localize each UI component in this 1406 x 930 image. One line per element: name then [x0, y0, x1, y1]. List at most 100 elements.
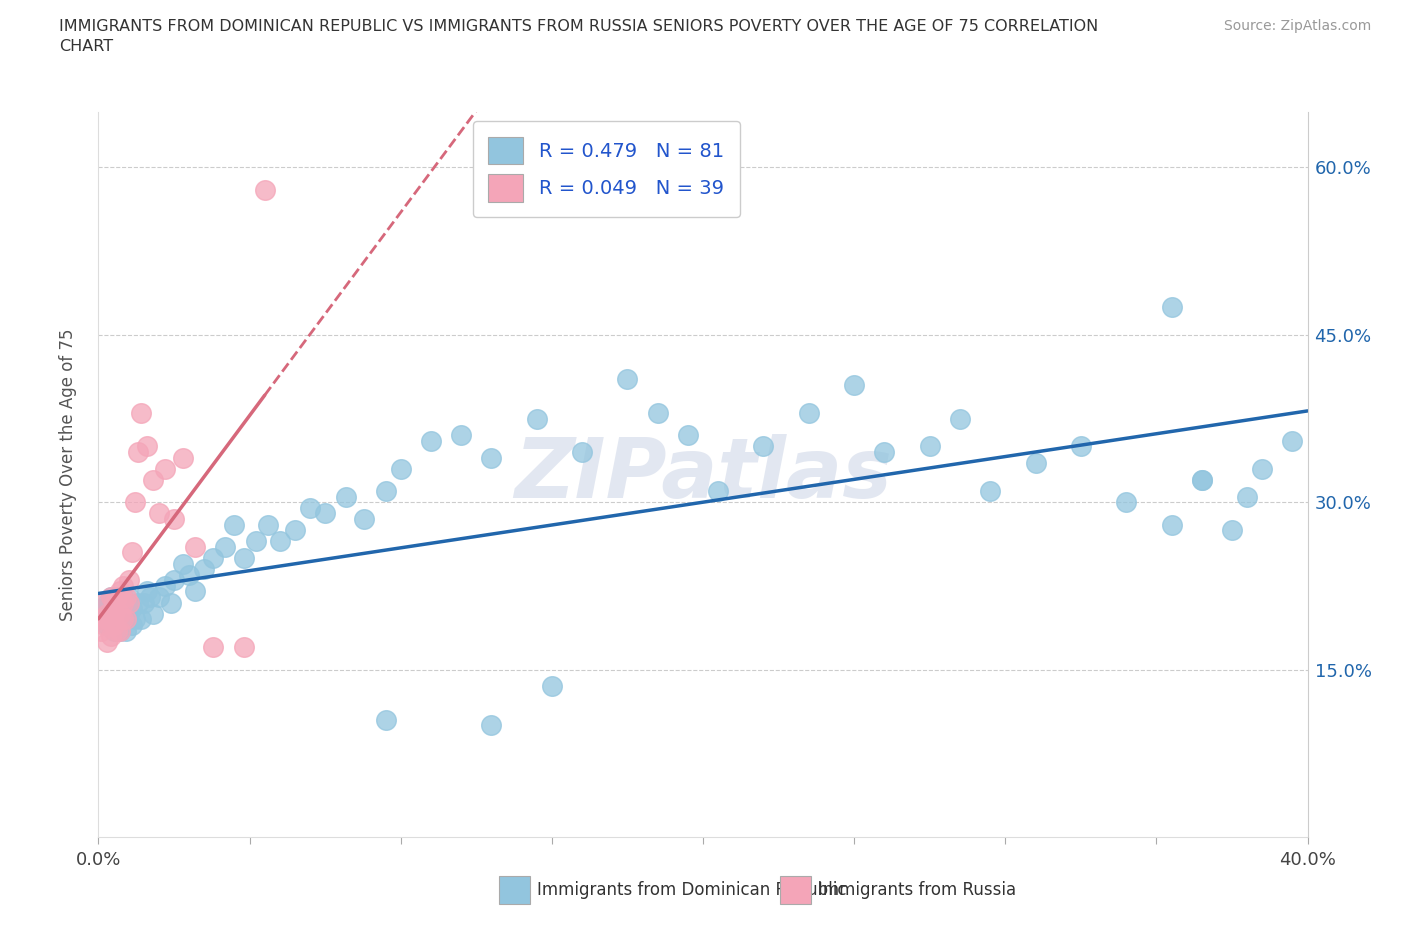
Point: [100, 590, 122, 604]
Point: [90, 612, 112, 627]
Point: [184, 584, 207, 599]
Point: [121, 545, 143, 560]
Point: [108, 623, 131, 638]
Point: [96, 606, 118, 621]
Point: [93, 595, 115, 610]
Point: [232, 640, 254, 655]
Point: [1281, 433, 1303, 448]
Point: [153, 461, 176, 476]
Point: [124, 612, 146, 627]
Point: [299, 500, 322, 515]
Point: [616, 372, 638, 387]
Point: [114, 612, 136, 627]
Text: Immigrants from Russia: Immigrants from Russia: [818, 881, 1017, 899]
Point: [172, 450, 194, 465]
Point: [118, 606, 141, 621]
Point: [918, 439, 941, 454]
Point: [108, 623, 131, 638]
Point: [163, 573, 186, 588]
Point: [103, 595, 125, 610]
Point: [752, 439, 775, 454]
Point: [148, 506, 170, 521]
Point: [93, 618, 115, 632]
Point: [153, 578, 176, 593]
Point: [481, 450, 503, 465]
Point: [202, 551, 225, 565]
Point: [184, 539, 207, 554]
Point: [111, 590, 134, 604]
Point: [1160, 299, 1182, 314]
Point: [1115, 495, 1137, 510]
Point: [132, 595, 155, 610]
Point: [1191, 472, 1213, 487]
Point: [96, 618, 118, 632]
Point: [1191, 472, 1213, 487]
Point: [979, 484, 1001, 498]
Point: [114, 623, 136, 638]
Point: [949, 411, 972, 426]
Point: [103, 606, 125, 621]
Point: [127, 595, 149, 610]
Point: [103, 618, 125, 632]
Point: [284, 523, 307, 538]
Point: [118, 590, 141, 604]
Y-axis label: Seniors Poverty Over the Age of 75: Seniors Poverty Over the Age of 75: [59, 328, 77, 620]
Point: [100, 606, 122, 621]
Point: [103, 606, 125, 621]
Point: [93, 601, 115, 616]
Point: [232, 551, 254, 565]
Point: [172, 556, 194, 571]
Point: [844, 378, 866, 392]
Point: [108, 606, 131, 621]
Point: [571, 445, 593, 459]
Point: [481, 718, 503, 733]
Point: [121, 618, 143, 632]
Point: [202, 640, 225, 655]
Point: [135, 439, 157, 454]
Point: [103, 595, 125, 610]
Point: [1160, 517, 1182, 532]
Point: [142, 472, 165, 487]
Point: [160, 595, 183, 610]
Point: [797, 405, 820, 420]
Point: [114, 590, 136, 604]
Point: [139, 590, 162, 604]
Point: [111, 578, 134, 593]
Point: [389, 461, 412, 476]
Point: [103, 623, 125, 638]
Point: [124, 495, 146, 510]
Point: [1024, 456, 1046, 471]
Point: [96, 595, 118, 610]
Point: [114, 612, 136, 627]
Point: [127, 445, 149, 459]
Point: [193, 562, 215, 577]
Point: [108, 618, 131, 632]
Point: [707, 484, 730, 498]
Point: [256, 517, 278, 532]
Point: [135, 584, 157, 599]
Point: [540, 679, 562, 694]
Point: [647, 405, 669, 420]
Point: [111, 612, 134, 627]
Text: ZIPatlas: ZIPatlas: [515, 433, 891, 515]
Point: [96, 634, 118, 649]
Point: [105, 590, 128, 604]
Point: [142, 606, 165, 621]
Point: [374, 712, 396, 727]
Point: [420, 433, 443, 448]
Point: [148, 590, 170, 604]
Text: Source: ZipAtlas.com: Source: ZipAtlas.com: [1223, 19, 1371, 33]
Point: [118, 573, 141, 588]
Point: [224, 517, 246, 532]
Point: [90, 623, 112, 638]
Point: [314, 506, 336, 521]
Point: [96, 612, 118, 627]
Point: [108, 584, 131, 599]
Point: [129, 612, 152, 627]
Point: [105, 590, 128, 604]
Point: [1236, 489, 1258, 504]
Point: [163, 512, 186, 526]
Text: IMMIGRANTS FROM DOMINICAN REPUBLIC VS IMMIGRANTS FROM RUSSIA SENIORS POVERTY OVE: IMMIGRANTS FROM DOMINICAN REPUBLIC VS IM…: [59, 19, 1098, 33]
Point: [108, 601, 131, 616]
Point: [111, 612, 134, 627]
